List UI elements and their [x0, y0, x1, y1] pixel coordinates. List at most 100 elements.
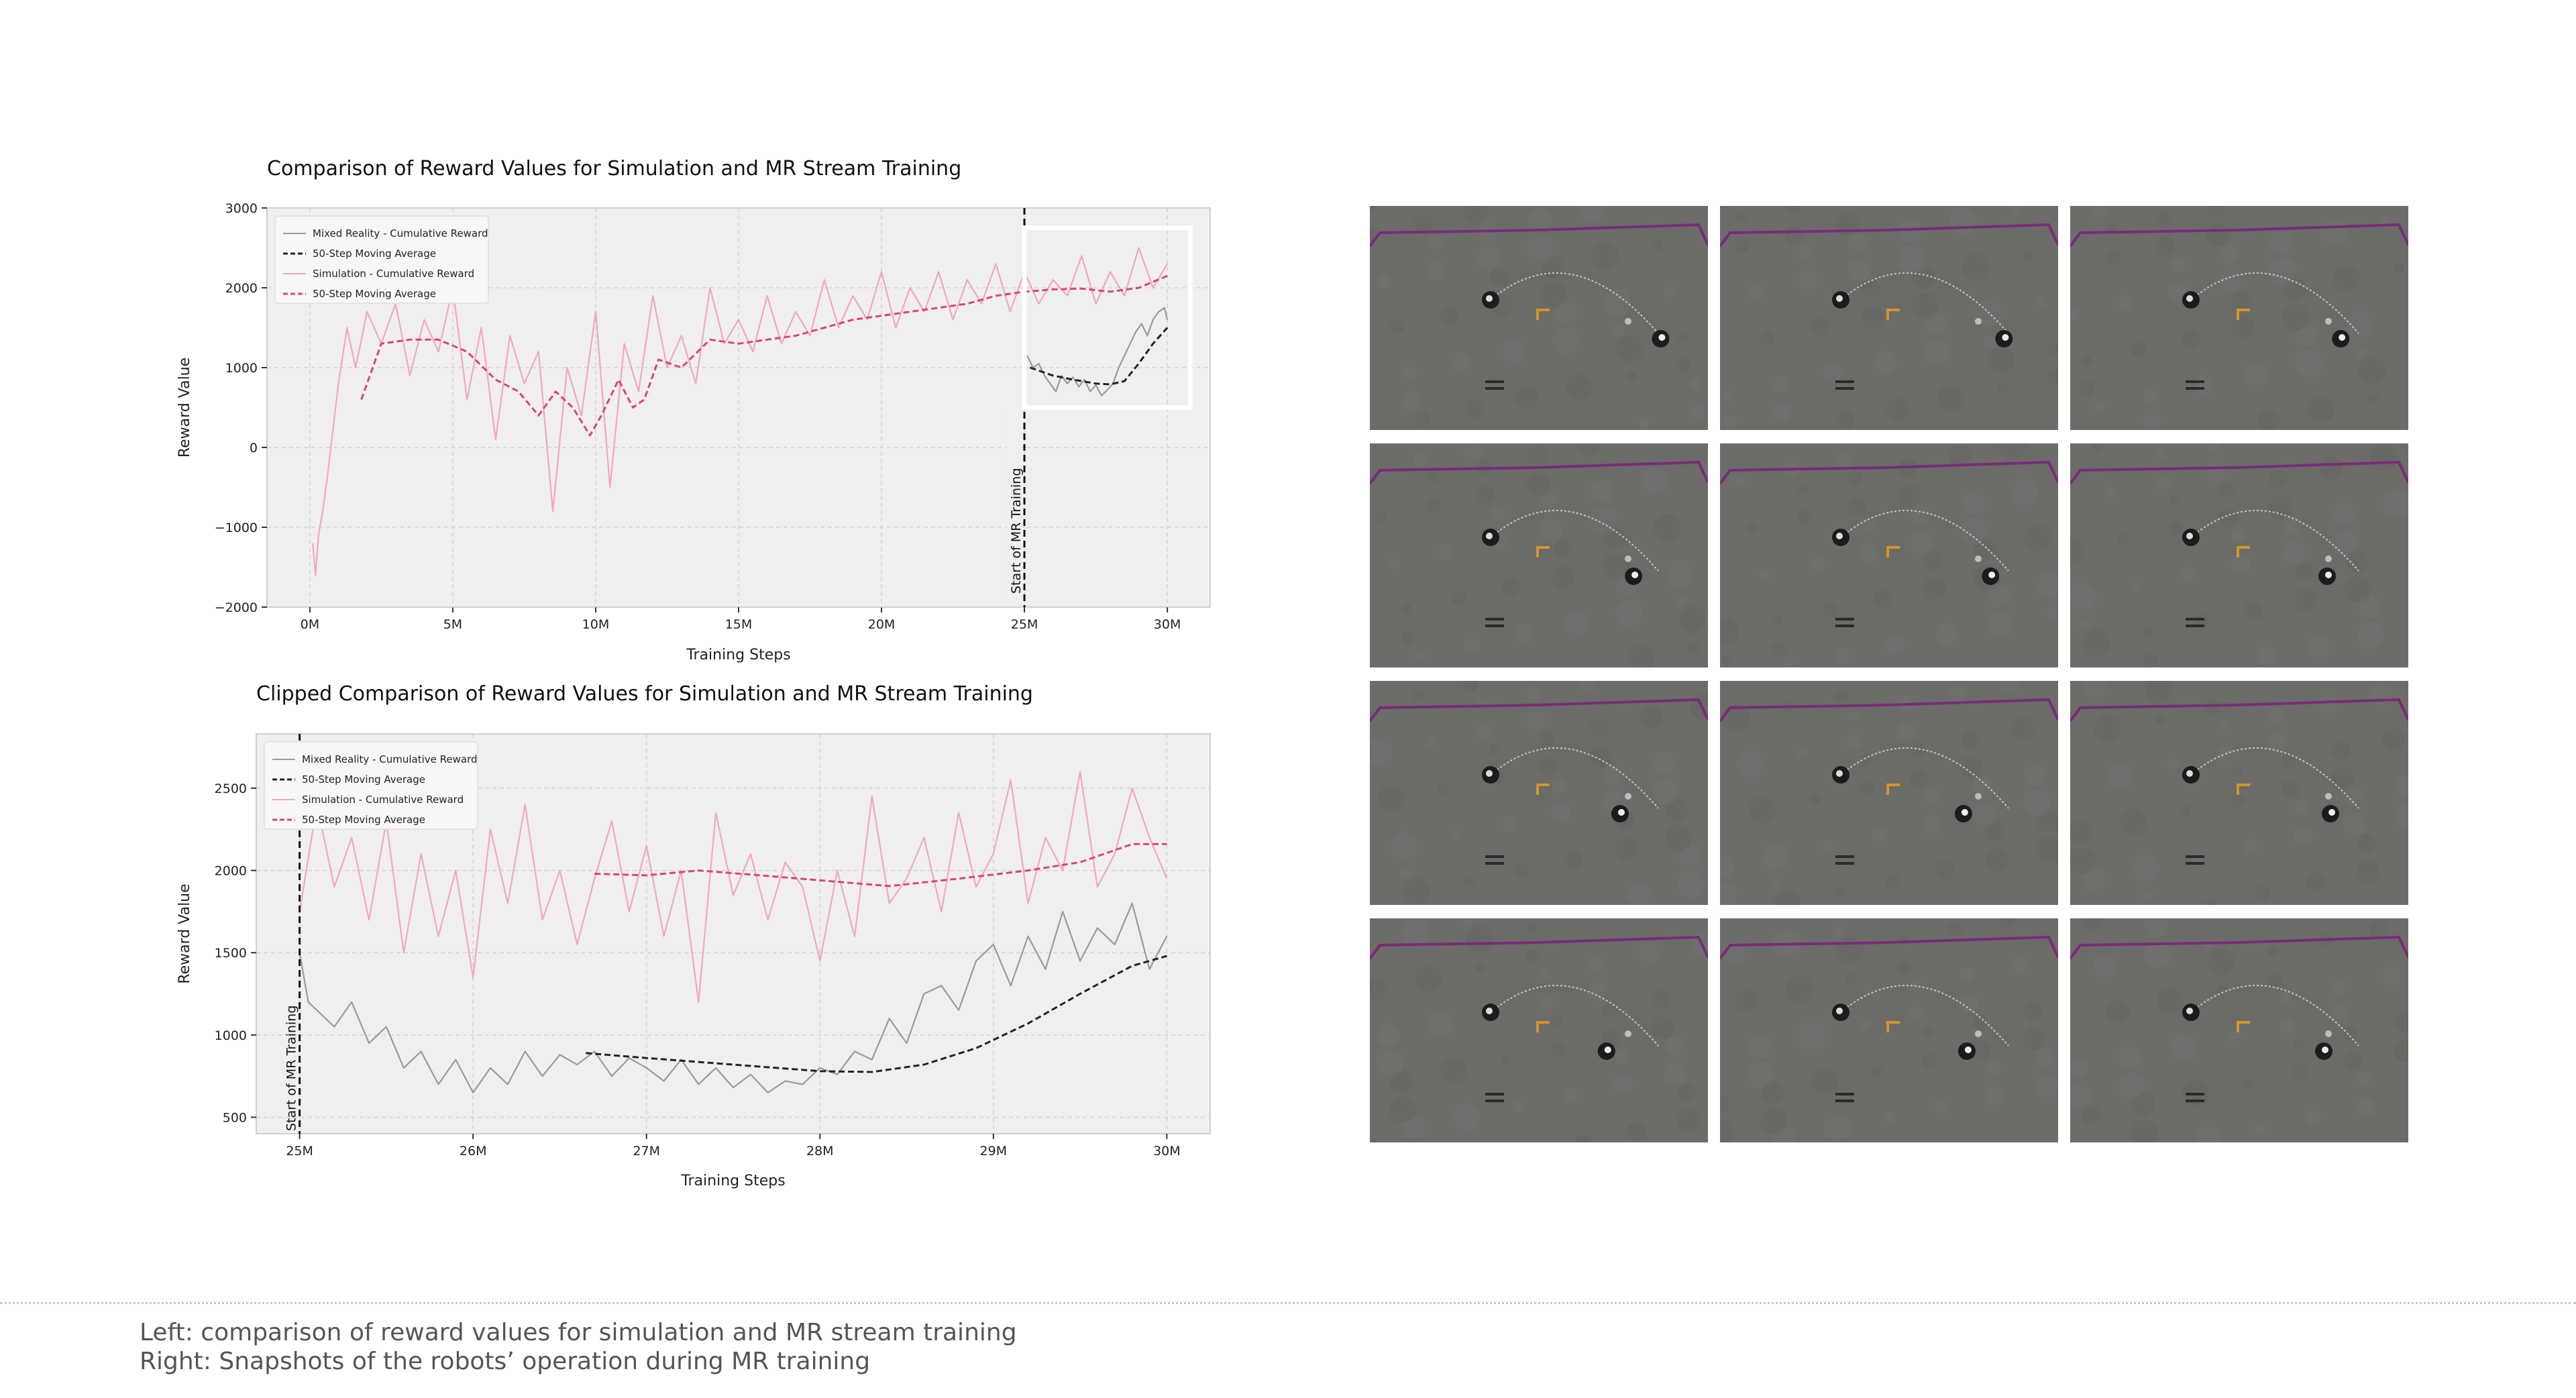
- arena-boundary: [1370, 460, 1708, 485]
- trajectory: [2190, 985, 2359, 1046]
- floor-mark: [1835, 1093, 1854, 1095]
- snapshot-image: [1720, 206, 2058, 430]
- snapshot-image: [1370, 443, 1708, 667]
- floor-mark: [2186, 1093, 2204, 1095]
- x-axis-label: Training Steps: [680, 1173, 785, 1189]
- y-tick-label: 0: [250, 441, 258, 455]
- trajectory: [2190, 510, 2359, 572]
- arena-boundary: [1370, 223, 1708, 248]
- trajectory: [1490, 272, 1659, 334]
- target-marker: [2237, 1021, 2250, 1032]
- trajectory: [2190, 272, 2359, 334]
- snapshot-image: [1370, 918, 1708, 1142]
- x-tick-label: 27M: [633, 1144, 660, 1159]
- y-tick-label: 1000: [225, 361, 258, 376]
- object-marker: [1975, 793, 1982, 800]
- object-marker: [1625, 1030, 1631, 1037]
- target-marker: [2237, 784, 2250, 795]
- floor-mark: [1485, 855, 1504, 858]
- target-marker: [1886, 784, 1900, 795]
- y-tick-label: 500: [223, 1110, 247, 1125]
- caption-divider: [0, 1302, 2576, 1304]
- series-line-3: [594, 843, 1167, 888]
- floor-mark: [1485, 862, 1504, 865]
- mr-start-label: Start of MR Training: [1009, 468, 1024, 594]
- snapshot-image: [1720, 443, 2058, 667]
- floor-mark: [1485, 618, 1504, 621]
- target-marker: [2237, 309, 2250, 320]
- y-tick-label: 3000: [225, 201, 258, 216]
- y-tick-label: 2500: [215, 782, 247, 796]
- x-tick-label: 30M: [1153, 1144, 1181, 1159]
- floor-mark: [1485, 1093, 1504, 1095]
- series-group: [299, 771, 1168, 1093]
- floor-mark: [1485, 380, 1504, 383]
- mr-start-label: Start of MR Training: [284, 1006, 299, 1131]
- y-tick-label: 1500: [215, 946, 247, 961]
- object-marker: [2325, 793, 2332, 800]
- caption-right: Right: Snapshots of the robots’ operatio…: [140, 1348, 871, 1375]
- floor-mark: [2186, 862, 2204, 865]
- snapshot-image: [1720, 918, 2058, 1142]
- floor-mark: [1835, 625, 1854, 627]
- x-tick-label: 26M: [460, 1144, 487, 1159]
- floor-mark: [2186, 625, 2204, 627]
- target-marker: [2237, 546, 2250, 557]
- series-line-1: [1030, 327, 1169, 386]
- object-marker: [1625, 793, 1631, 800]
- chart-title-clipped: Clipped Comparison of Reward Values for …: [256, 682, 1033, 706]
- x-tick-label: 28M: [806, 1144, 834, 1159]
- trajectory: [1490, 510, 1659, 572]
- object-marker: [1625, 318, 1631, 325]
- x-tick-label: 25M: [286, 1144, 313, 1159]
- series-line-0: [1026, 307, 1169, 396]
- floor-mark: [1835, 618, 1854, 621]
- caption-left: Left: comparison of reward values for si…: [140, 1319, 1017, 1346]
- legend-label: 50-Step Moving Average: [313, 288, 436, 300]
- trajectory: [1490, 985, 1659, 1046]
- target-marker: [1536, 1021, 1550, 1032]
- legend: [274, 215, 489, 304]
- object-marker: [1975, 555, 1982, 562]
- series-group: [312, 247, 1169, 576]
- floor-mark: [2186, 1099, 2204, 1102]
- chart-0: 0M 5M 10M 15M 20M 25M 30M −2000 −1000 0 1000 2000 30…: [176, 201, 1211, 663]
- arena-boundary: [1720, 460, 2058, 485]
- legend-label: Simulation - Cumulative Reward: [313, 268, 474, 280]
- legend-label: Simulation - Cumulative Reward: [302, 794, 464, 806]
- snapshot-grid: [1370, 206, 2408, 1142]
- y-axis-label: Reward Value: [176, 358, 193, 458]
- target-marker: [1886, 309, 1900, 320]
- arena-boundary: [2070, 698, 2408, 722]
- snapshot-image: [2070, 681, 2408, 905]
- trajectory: [1840, 747, 2009, 809]
- x-tick-label: 29M: [980, 1144, 1008, 1159]
- arena-boundary: [1720, 223, 2058, 248]
- target-marker: [1536, 546, 1550, 557]
- legend-label: 50-Step Moving Average: [313, 248, 436, 260]
- object-marker: [1975, 1030, 1982, 1037]
- target-marker: [1536, 309, 1550, 320]
- target-marker: [1536, 784, 1550, 795]
- trajectory: [1490, 747, 1659, 809]
- series-line-2: [299, 771, 1168, 1003]
- object-marker: [2325, 555, 2332, 562]
- x-tick-label: 25M: [1011, 617, 1038, 632]
- y-tick-label: 1000: [215, 1028, 247, 1043]
- legend-label: Mixed Reality - Cumulative Reward: [302, 753, 478, 765]
- y-tick-label: 2000: [215, 864, 247, 879]
- trajectory: [1840, 510, 2009, 572]
- y-tick-label: −2000: [215, 600, 258, 615]
- chart-1: 25M 26M 27M 28M 29M 30M 500 1000 1500 2000 2500 Tra…: [176, 733, 1211, 1189]
- snapshot-image: [2070, 206, 2408, 430]
- legend-label: 50-Step Moving Average: [302, 814, 425, 826]
- x-tick-label: 10M: [582, 617, 610, 632]
- x-tick-label: 5M: [443, 617, 462, 632]
- floor-mark: [1835, 855, 1854, 858]
- snapshot-image: [1370, 206, 1708, 430]
- snapshot-image: [2070, 918, 2408, 1142]
- x-tick-label: 20M: [868, 617, 896, 632]
- series-line-0: [299, 902, 1168, 1093]
- chart-title-full: Comparison of Reward Values for Simulati…: [267, 157, 962, 180]
- trajectory: [1840, 272, 2009, 334]
